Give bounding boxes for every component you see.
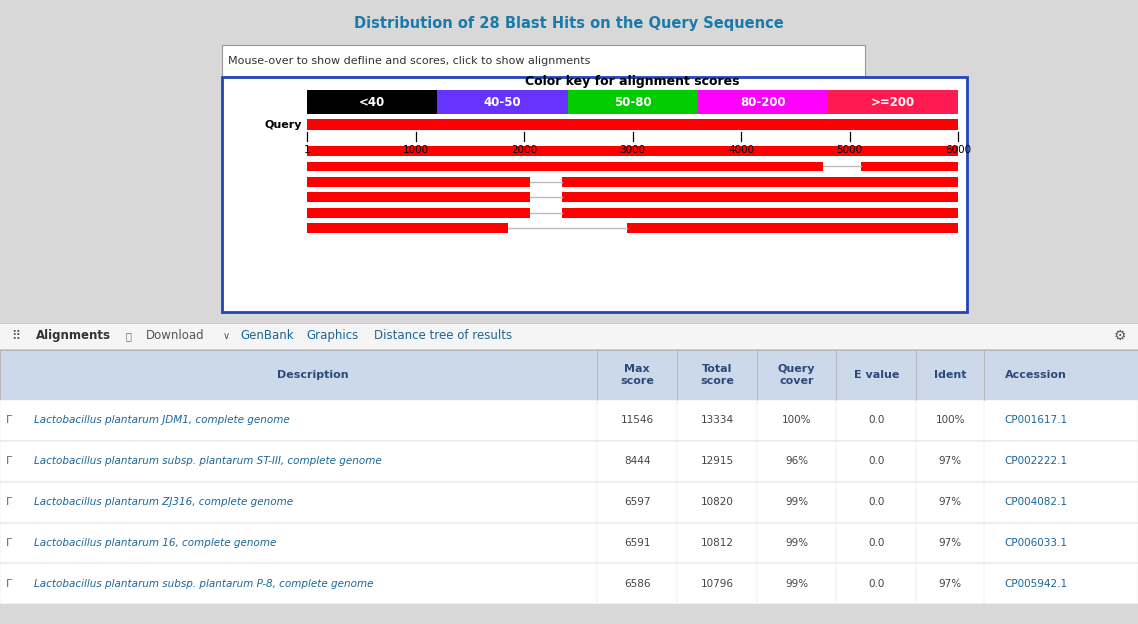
Text: 99%: 99% (785, 497, 808, 507)
Text: >=200: >=200 (871, 95, 915, 109)
Text: CP004082.1: CP004082.1 (1004, 497, 1067, 507)
Text: 97%: 97% (939, 456, 962, 466)
Bar (307, 90, 437, 114)
Text: 0.0: 0.0 (868, 579, 884, 589)
Text: GenBank: GenBank (240, 329, 294, 342)
Text: Mouse-over to show defline and scores, click to show alignments: Mouse-over to show defline and scores, c… (228, 56, 589, 66)
Text: 10820: 10820 (701, 497, 733, 507)
Bar (0, 563, 1138, 604)
Text: <40: <40 (360, 95, 386, 109)
Text: 99%: 99% (785, 579, 808, 589)
Text: Query
cover: Query cover (778, 364, 815, 386)
Text: Γ: Γ (6, 538, 11, 548)
Bar (562, 177, 958, 187)
Bar (307, 119, 958, 130)
Text: ⠿: ⠿ (11, 329, 20, 342)
Bar (0, 523, 1138, 563)
Bar (698, 90, 828, 114)
Text: 10812: 10812 (701, 538, 733, 548)
Text: 6586: 6586 (624, 579, 651, 589)
Text: Γ: Γ (6, 456, 11, 466)
Text: Γ: Γ (6, 579, 11, 589)
Text: Description: Description (278, 370, 348, 380)
Text: 6591: 6591 (624, 538, 651, 548)
Text: CP005942.1: CP005942.1 (1004, 579, 1067, 589)
Text: Lactobacillus plantarum JDM1, complete genome: Lactobacillus plantarum JDM1, complete g… (34, 416, 290, 426)
Text: Lactobacillus plantarum 16, complete genome: Lactobacillus plantarum 16, complete gen… (34, 538, 277, 548)
Text: 97%: 97% (939, 579, 962, 589)
Text: Alignments: Alignments (36, 329, 112, 342)
Text: 10796: 10796 (701, 579, 733, 589)
Text: Lactobacillus plantarum subsp. plantarum P-8, complete genome: Lactobacillus plantarum subsp. plantarum… (34, 579, 373, 589)
Text: 0.0: 0.0 (868, 538, 884, 548)
Bar (0, 323, 1138, 349)
Text: Lactobacillus plantarum subsp. plantarum ST-III, complete genome: Lactobacillus plantarum subsp. plantarum… (34, 456, 382, 466)
Text: 100%: 100% (935, 416, 965, 426)
Text: 99%: 99% (785, 538, 808, 548)
Text: Color key for alignment scores: Color key for alignment scores (526, 76, 740, 89)
Text: 11546: 11546 (620, 416, 654, 426)
Text: ⚙: ⚙ (1114, 329, 1127, 343)
Text: Γ: Γ (6, 497, 11, 507)
Text: 13334: 13334 (700, 416, 734, 426)
Text: E value: E value (854, 370, 899, 380)
Bar (0, 441, 1138, 482)
Bar (307, 223, 508, 233)
Text: 6597: 6597 (624, 497, 651, 507)
Text: 1000: 1000 (403, 145, 429, 155)
Text: 97%: 97% (939, 497, 962, 507)
Text: 100%: 100% (782, 416, 811, 426)
Text: 8444: 8444 (624, 456, 651, 466)
Bar (562, 192, 958, 202)
Text: 80-200: 80-200 (740, 95, 785, 109)
Text: 97%: 97% (939, 538, 962, 548)
Text: Max
score: Max score (620, 364, 654, 386)
Bar (307, 162, 823, 171)
Text: 4000: 4000 (728, 145, 754, 155)
Bar (568, 90, 698, 114)
Bar (627, 223, 958, 233)
Text: CP002222.1: CP002222.1 (1004, 456, 1067, 466)
Text: Ident: Ident (934, 370, 966, 380)
Text: Accession: Accession (1005, 370, 1066, 380)
Bar (860, 162, 958, 171)
Bar (437, 90, 568, 114)
Bar (307, 192, 529, 202)
Text: Distribution of 28 Blast Hits on the Query Sequence: Distribution of 28 Blast Hits on the Que… (354, 16, 784, 31)
Text: 40-50: 40-50 (484, 95, 521, 109)
Bar (0, 400, 1138, 441)
Bar (828, 90, 958, 114)
Bar (307, 177, 529, 187)
Bar (0, 350, 1138, 400)
Text: 12915: 12915 (700, 456, 734, 466)
Bar (307, 146, 958, 156)
Text: Graphics: Graphics (306, 329, 358, 342)
Text: Lactobacillus plantarum ZJ316, complete genome: Lactobacillus plantarum ZJ316, complete … (34, 497, 294, 507)
Bar (562, 208, 958, 218)
Text: Query: Query (264, 120, 302, 130)
Bar (222, 45, 865, 77)
Text: 0.0: 0.0 (868, 456, 884, 466)
Text: ∨: ∨ (223, 331, 230, 341)
Bar (0, 482, 1138, 523)
Bar (222, 77, 967, 312)
Text: 96%: 96% (785, 456, 808, 466)
Text: Download: Download (146, 329, 205, 342)
Text: 50-80: 50-80 (613, 95, 652, 109)
Text: 📥: 📥 (125, 331, 131, 341)
Text: 2000: 2000 (511, 145, 537, 155)
Text: 0.0: 0.0 (868, 416, 884, 426)
Text: CP001617.1: CP001617.1 (1004, 416, 1067, 426)
Text: 1: 1 (304, 145, 311, 155)
Text: 5000: 5000 (836, 145, 863, 155)
Text: Total
score: Total score (700, 364, 734, 386)
Text: 6000: 6000 (946, 145, 971, 155)
Text: Distance tree of results: Distance tree of results (374, 329, 512, 342)
Text: Γ: Γ (6, 416, 11, 426)
Text: 0.0: 0.0 (868, 497, 884, 507)
Text: CP006033.1: CP006033.1 (1004, 538, 1067, 548)
Text: 3000: 3000 (619, 145, 645, 155)
Bar (307, 208, 529, 218)
